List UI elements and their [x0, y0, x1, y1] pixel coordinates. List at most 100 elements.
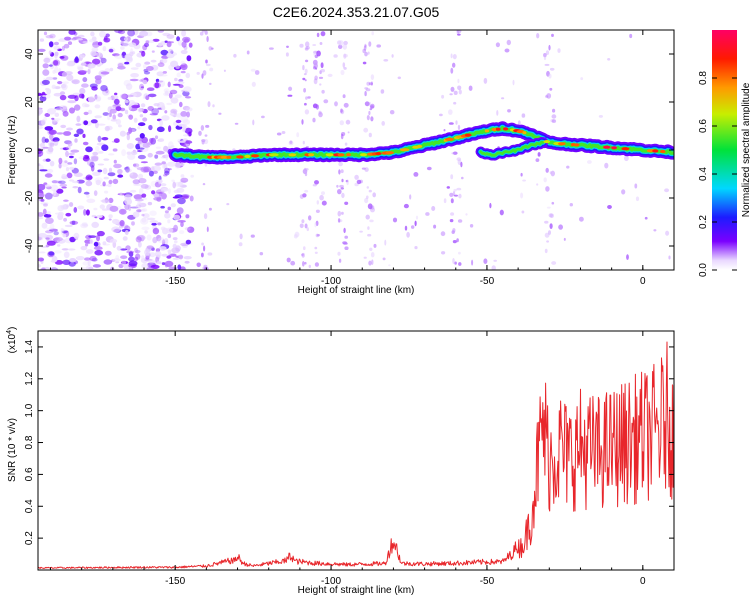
- colorbar-gradient: [712, 30, 737, 270]
- snr-x-tick-label: -100: [321, 576, 341, 587]
- colorbar: 0.0 0.2 0.4 0.6 0.8 Normalized spectral ampl…: [698, 30, 750, 277]
- spectrogram-noise-cell: [38, 48, 46, 52]
- spectrogram-speckle: [566, 165, 570, 169]
- spectrogram-speckle: [453, 101, 457, 105]
- spectrogram-speckle: [450, 198, 454, 204]
- spectrogram-noise-cell: [77, 66, 84, 71]
- spectrogram-noise-cell: [147, 152, 153, 158]
- spectrogram-noise-cell: [38, 216, 44, 220]
- spectrogram-noise-cell: [164, 170, 170, 176]
- spectrogram-speckle: [457, 78, 460, 84]
- spectrogram-noise-cell: [135, 198, 144, 202]
- spectrogram-noise-cell: [103, 37, 111, 43]
- snr-y-axis-label: SNR (10 * v/v): [7, 418, 18, 482]
- spectrogram-speckle: [321, 89, 325, 94]
- spectrogram-speckle: [364, 91, 367, 97]
- spectrogram-speckle: [548, 44, 551, 51]
- spectrogram-speckle: [289, 140, 293, 144]
- spectrogram-speckle: [372, 192, 377, 198]
- spectrogram-speckle: [315, 233, 319, 238]
- spectrogram-speckle: [336, 184, 339, 188]
- spectrogram-speckle: [301, 119, 304, 125]
- spectrogram-noise-cell: [53, 180, 63, 184]
- spectrogram-speckle: [201, 30, 206, 33]
- spectrogram-noise-cell: [75, 123, 82, 126]
- spectrogram-speckle: [318, 112, 323, 118]
- spectrogram-noise-cell: [100, 71, 110, 75]
- spectrogram-noise-cell: [180, 60, 185, 66]
- spectrogram-speckle: [299, 194, 304, 200]
- spectrogram-ridge-peak: [558, 142, 566, 146]
- spectrogram-noise-cell: [162, 71, 167, 74]
- spectrogram-noise-cell: [163, 145, 169, 152]
- spectrogram-noise-cell: [173, 224, 179, 232]
- spectrogram-noise-cell: [135, 253, 141, 260]
- snr-y-tick-label: 1.0: [24, 403, 35, 417]
- spectrogram-noise-cell: [136, 234, 146, 241]
- spectrogram-noise-cell: [44, 126, 54, 131]
- spectrogram-noise-cell: [113, 138, 120, 144]
- spectrogram-noise-cell: [187, 226, 195, 233]
- spectrogram-noise-cell: [53, 139, 59, 146]
- spectrogram-noise-cell: [85, 61, 93, 65]
- spectrogram-noise-cell: [185, 239, 192, 245]
- spectrogram-speckle: [382, 257, 386, 261]
- spectrogram-speckle: [340, 108, 343, 113]
- spectrogram-speckle: [413, 172, 419, 177]
- spectrogram-noise-cell: [154, 162, 163, 166]
- spectrogram-noise-cell: [54, 41, 59, 46]
- spectrogram-noise-cell: [130, 189, 137, 193]
- spectrogram-noise-cell: [114, 98, 120, 105]
- spectrogram-noise-cell: [63, 199, 69, 202]
- spectrogram-noise-cell: [168, 92, 173, 99]
- spectrogram-noise-cell: [172, 237, 178, 241]
- spectrogram-noise-cell: [121, 149, 126, 157]
- spectrogram-noise-cell: [60, 124, 67, 129]
- spectrogram-noise-cell: [176, 207, 184, 215]
- spectrogram-noise-cell: [144, 230, 148, 234]
- spectrogram-noise-cell: [148, 124, 153, 131]
- snr-x-tick-label: 0: [640, 576, 646, 587]
- spectrogram-noise-cell: [161, 262, 166, 266]
- spectrogram-speckle: [321, 191, 325, 196]
- spectrogram-speckle: [286, 257, 291, 263]
- spectrogram-noise-cell: [104, 125, 110, 132]
- spectrogram-speckle: [456, 238, 459, 243]
- spectrogram-speckle: [208, 46, 213, 51]
- spectrogram-speckle: [425, 212, 430, 216]
- spectrogram-speckle: [522, 179, 526, 182]
- spectrogram-speckle: [457, 85, 462, 91]
- spectrogram-speckle: [346, 179, 349, 186]
- spectrogram-noise-cell: [38, 257, 45, 262]
- spectrogram-noise-cell: [178, 254, 184, 260]
- spectrogram-noise-cell: [141, 217, 147, 223]
- spectrogram-noise-cell: [163, 174, 168, 177]
- spectrogram-noise-cell: [136, 209, 142, 213]
- spectrogram-speckle: [520, 172, 523, 177]
- spectrogram-speckle: [545, 167, 549, 173]
- spectrogram-speckle: [587, 160, 592, 164]
- spectrogram-speckle: [196, 71, 200, 75]
- spectrogram-speckle: [441, 251, 446, 255]
- spectrogram-speckle: [305, 41, 310, 48]
- spectrogram-speckle: [452, 240, 457, 244]
- spectrogram-noise-cell: [42, 69, 50, 76]
- spectrogram-noise-cell: [72, 180, 80, 184]
- spectrogram-noise-cell: [38, 264, 41, 268]
- spectrogram-speckle: [341, 178, 344, 183]
- spectrogram-noise-cell: [101, 137, 109, 141]
- spectrogram-noise-cell: [149, 113, 158, 116]
- spectrogram-noise-cell: [82, 141, 89, 146]
- spectrogram-noise-cell: [154, 135, 159, 140]
- spectrogram-noise-cell: [146, 87, 155, 91]
- spectrogram-noise-cell: [153, 82, 161, 89]
- spectrogram-noise-cell: [99, 184, 109, 187]
- spectrogram-noise-cell: [128, 114, 134, 120]
- spectrogram-noise-cell: [144, 249, 151, 256]
- spectrogram-speckle: [460, 161, 463, 168]
- spectrogram-noise-cell: [152, 236, 158, 244]
- spectrogram-speckle: [411, 225, 415, 229]
- spectrogram-noise-cell: [49, 41, 54, 48]
- spectrogram-noise-cell: [64, 224, 73, 228]
- spectrogram-noise-cell: [110, 119, 118, 122]
